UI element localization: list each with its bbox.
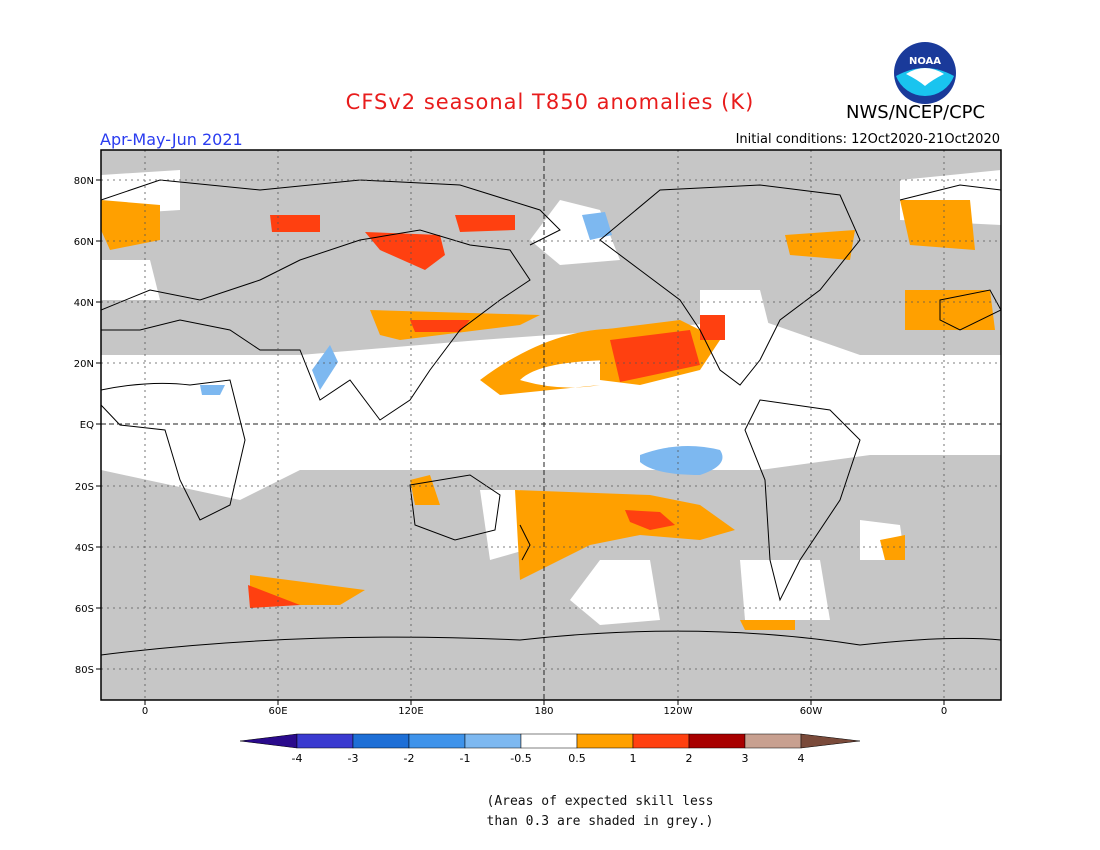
colorbar-swatch	[408, 733, 466, 749]
noaa-logo-icon: NOAA	[894, 42, 956, 104]
colorbar	[239, 733, 861, 749]
colorbar-label: 3	[741, 752, 749, 765]
colorbar-swatch	[352, 733, 410, 749]
colorbar-label: -4	[291, 752, 303, 765]
colorbar-label: 4	[797, 752, 805, 765]
lon-tick-label: 60W	[800, 706, 823, 717]
colorbar-label: -1	[459, 752, 471, 765]
map-field	[101, 150, 1001, 700]
colorbar-swatch	[632, 733, 690, 749]
colorbar-swatch	[576, 733, 634, 749]
map-frame	[100, 149, 1002, 701]
lon-tick-label: 60E	[268, 706, 287, 717]
blue-regions	[200, 212, 723, 475]
graticule	[101, 150, 1001, 700]
lat-tick-label: 20S	[75, 482, 94, 493]
colorbar-arrow-high	[800, 733, 861, 749]
colorbar-label: 1	[629, 752, 637, 765]
lon-tick-label: 0	[142, 706, 148, 717]
map-title: CFSv2 seasonal T850 anomalies (K)	[345, 90, 755, 114]
lat-tick-label: 80N	[74, 176, 94, 187]
lon-tick-label: 0	[941, 706, 947, 717]
colorbar-label: -0.5	[510, 752, 532, 765]
season-label: Apr-May-Jun 2021	[100, 130, 243, 149]
footnote-line-2: than 0.3 are shaded in grey.)	[486, 814, 714, 829]
footnote-line-1: (Areas of expected skill less	[486, 794, 714, 809]
colorbar-swatch	[296, 733, 354, 749]
colorbar-swatch	[464, 733, 522, 749]
lon-tick-label: 180	[534, 706, 553, 717]
coastlines	[101, 179, 1001, 656]
lat-tick-label: 60N	[74, 237, 94, 248]
agency-label: NWS/NCEP/CPC	[846, 102, 986, 123]
colorbar-label: -3	[347, 752, 359, 765]
colorbar-swatch	[688, 733, 746, 749]
colorbar-swatch	[744, 733, 802, 749]
lat-tick-label: 40N	[74, 298, 94, 309]
lat-tick-label: 20N	[74, 359, 94, 370]
colorbar-swatch	[520, 733, 578, 749]
latitude-ticks: 80N 60N 40N 20N EQ 20S 40S 60S 80S	[74, 176, 101, 676]
equator-dateline	[101, 150, 1001, 700]
red-regions	[248, 215, 725, 608]
lon-tick-label: 120W	[664, 706, 693, 717]
colorbar-arrow-low	[239, 733, 298, 749]
initial-conditions: Initial conditions: 12Oct2020-21Oct2020	[735, 132, 1000, 147]
longitude-ticks: 0 60E 120E 180 120W 60W 0	[142, 700, 947, 717]
lat-tick-label: EQ	[80, 420, 94, 431]
colorbar-label: -2	[403, 752, 415, 765]
lat-tick-label: 40S	[75, 543, 94, 554]
colorbar-label: 2	[685, 752, 693, 765]
lat-tick-label: 60S	[75, 604, 94, 615]
lat-tick-label: 80S	[75, 665, 94, 676]
colorbar-label: 0.5	[568, 752, 586, 765]
footnote: (Areas of expected skill less than 0.3 a…	[475, 792, 725, 832]
logo-text: NOAA	[909, 56, 941, 67]
lon-tick-label: 120E	[398, 706, 423, 717]
